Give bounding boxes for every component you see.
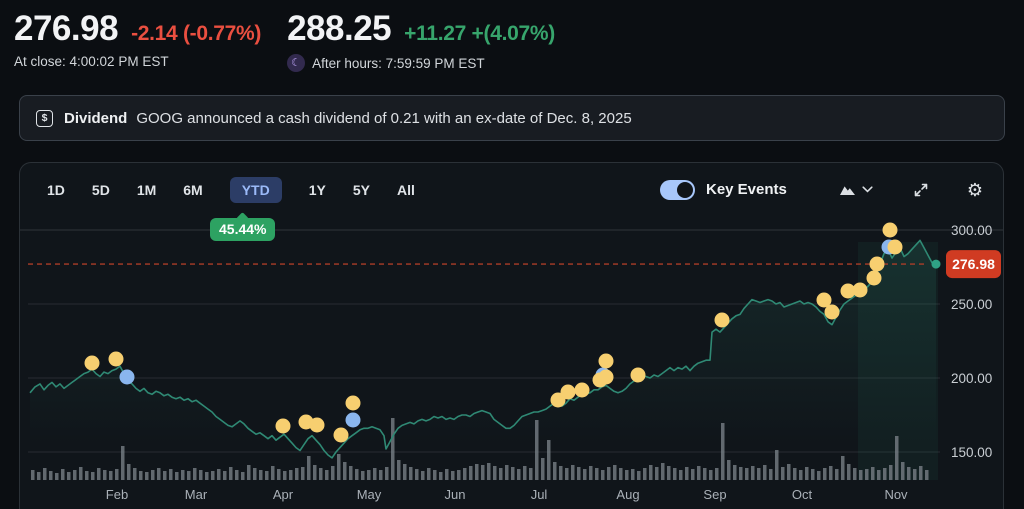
fullscreen-button[interactable] xyxy=(913,182,929,198)
settings-button[interactable]: ⚙ xyxy=(967,181,983,199)
event-marker-yellow[interactable] xyxy=(598,353,614,369)
key-events-label: Key Events xyxy=(705,181,787,198)
event-marker-yellow[interactable] xyxy=(108,351,124,367)
event-marker-yellow[interactable] xyxy=(630,367,646,383)
x-axis-label: Apr xyxy=(273,487,294,502)
event-marker-yellow[interactable] xyxy=(84,355,100,371)
price-line xyxy=(29,239,937,459)
price-chart[interactable]: 300.00 250.00 200.00 150.00 276.98 Feb Mar Apr M… xyxy=(20,216,1004,509)
quote-header: 276.98 -2.14 (-0.77%) At close: 4:00:02 … xyxy=(0,0,1024,72)
event-marker-yellow[interactable] xyxy=(866,270,882,286)
current-price-badge xyxy=(946,250,1001,279)
tab-5y[interactable]: 5Y xyxy=(353,177,370,203)
event-marker-yellow[interactable] xyxy=(345,395,361,411)
event-marker-yellow[interactable] xyxy=(560,384,576,400)
event-marker-yellow[interactable] xyxy=(333,427,349,443)
dividend-banner-text: GOOG announced a cash dividend of 0.21 w… xyxy=(136,109,632,127)
tab-6m[interactable]: 6M xyxy=(183,177,202,203)
tab-1d[interactable]: 1D xyxy=(47,177,65,203)
dividend-banner: $ Dividend GOOG announced a cash dividen… xyxy=(19,95,1005,141)
tab-1y[interactable]: 1Y xyxy=(309,177,326,203)
x-axis-label: Feb xyxy=(106,487,128,502)
mountain-chart-icon xyxy=(839,183,856,196)
event-marker-yellow[interactable] xyxy=(816,292,832,308)
x-axis-label: Jul xyxy=(531,487,548,502)
x-axis-label: Jun xyxy=(445,487,466,502)
gear-icon: ⚙ xyxy=(966,179,983,200)
event-marker-yellow[interactable] xyxy=(309,417,325,433)
y-axis-label: 300.00 xyxy=(951,223,992,238)
event-marker-yellow[interactable] xyxy=(852,282,868,298)
last-price-dot xyxy=(931,259,941,269)
after-hours-time: After hours: 7:59:59 PM EST xyxy=(312,55,485,71)
tab-5d[interactable]: 5D xyxy=(92,177,110,203)
event-marker-blue[interactable] xyxy=(345,412,361,428)
x-axis-label: Nov xyxy=(884,487,908,502)
current-price: 276.98 xyxy=(14,9,119,48)
volume-bars xyxy=(31,418,929,480)
regular-session-quote: 276.98 -2.14 (-0.77%) At close: 4:00:02 … xyxy=(14,9,261,69)
close-time: At close: 4:00:02 PM EST xyxy=(14,54,169,69)
moon-icon: ☾ xyxy=(287,54,306,72)
current-price-badge-label: 276.98 xyxy=(952,256,995,272)
x-axis-label: Sep xyxy=(703,487,726,502)
toggle-knob xyxy=(676,181,693,198)
event-marker-yellow[interactable] xyxy=(550,392,566,408)
event-marker-yellow[interactable] xyxy=(869,256,885,272)
event-marker-yellow[interactable] xyxy=(882,222,898,238)
chart-type-button[interactable] xyxy=(839,183,873,196)
chevron-down-icon xyxy=(862,186,873,193)
price-area-fill xyxy=(30,240,936,480)
event-marker-yellow[interactable] xyxy=(824,304,840,320)
chart-controls: Key Events ⚙ xyxy=(659,179,983,200)
y-axis-label: 200.00 xyxy=(951,371,992,386)
after-hours-quote: 288.25 +11.27 +(4.07%) ☾ After hours: 7:… xyxy=(287,9,555,72)
event-marker-yellow[interactable] xyxy=(598,369,614,385)
range-tabs: 1D 5D 1M 6M YTD 1Y 5Y All xyxy=(47,176,415,203)
expand-icon xyxy=(913,182,929,198)
x-axis-label: May xyxy=(357,487,382,502)
y-axis-label: 250.00 xyxy=(951,297,992,312)
event-marker-yellow[interactable] xyxy=(574,382,590,398)
x-axis-label: Oct xyxy=(792,487,813,502)
dividend-banner-title: Dividend xyxy=(64,109,128,127)
after-hours-price: 288.25 xyxy=(287,9,392,48)
tab-ytd[interactable]: YTD xyxy=(229,176,282,203)
event-marker-yellow[interactable] xyxy=(887,239,903,255)
chart-toolbar: 1D 5D 1M 6M YTD 1Y 5Y All Key Events xyxy=(20,163,1003,216)
tab-all[interactable]: All xyxy=(397,177,415,203)
event-marker-yellow[interactable] xyxy=(714,312,730,328)
tab-1m[interactable]: 1M xyxy=(137,177,156,203)
event-marker-blue[interactable] xyxy=(119,369,135,385)
x-axis-label: Mar xyxy=(185,487,208,502)
dollar-icon: $ xyxy=(36,109,53,127)
event-marker-yellow[interactable] xyxy=(275,418,291,434)
y-axis-label: 150.00 xyxy=(951,445,992,460)
x-axis-label: Aug xyxy=(616,487,639,502)
event-marker-yellow[interactable] xyxy=(840,283,856,299)
range-change-badge: 45.44% xyxy=(210,218,276,241)
price-change: -2.14 (-0.77%) xyxy=(131,22,262,45)
after-hours-change: +11.27 +(4.07%) xyxy=(404,22,555,45)
chart-card: 1D 5D 1M 6M YTD 1Y 5Y All Key Events xyxy=(19,162,1004,509)
key-events-toggle[interactable] xyxy=(659,179,695,200)
